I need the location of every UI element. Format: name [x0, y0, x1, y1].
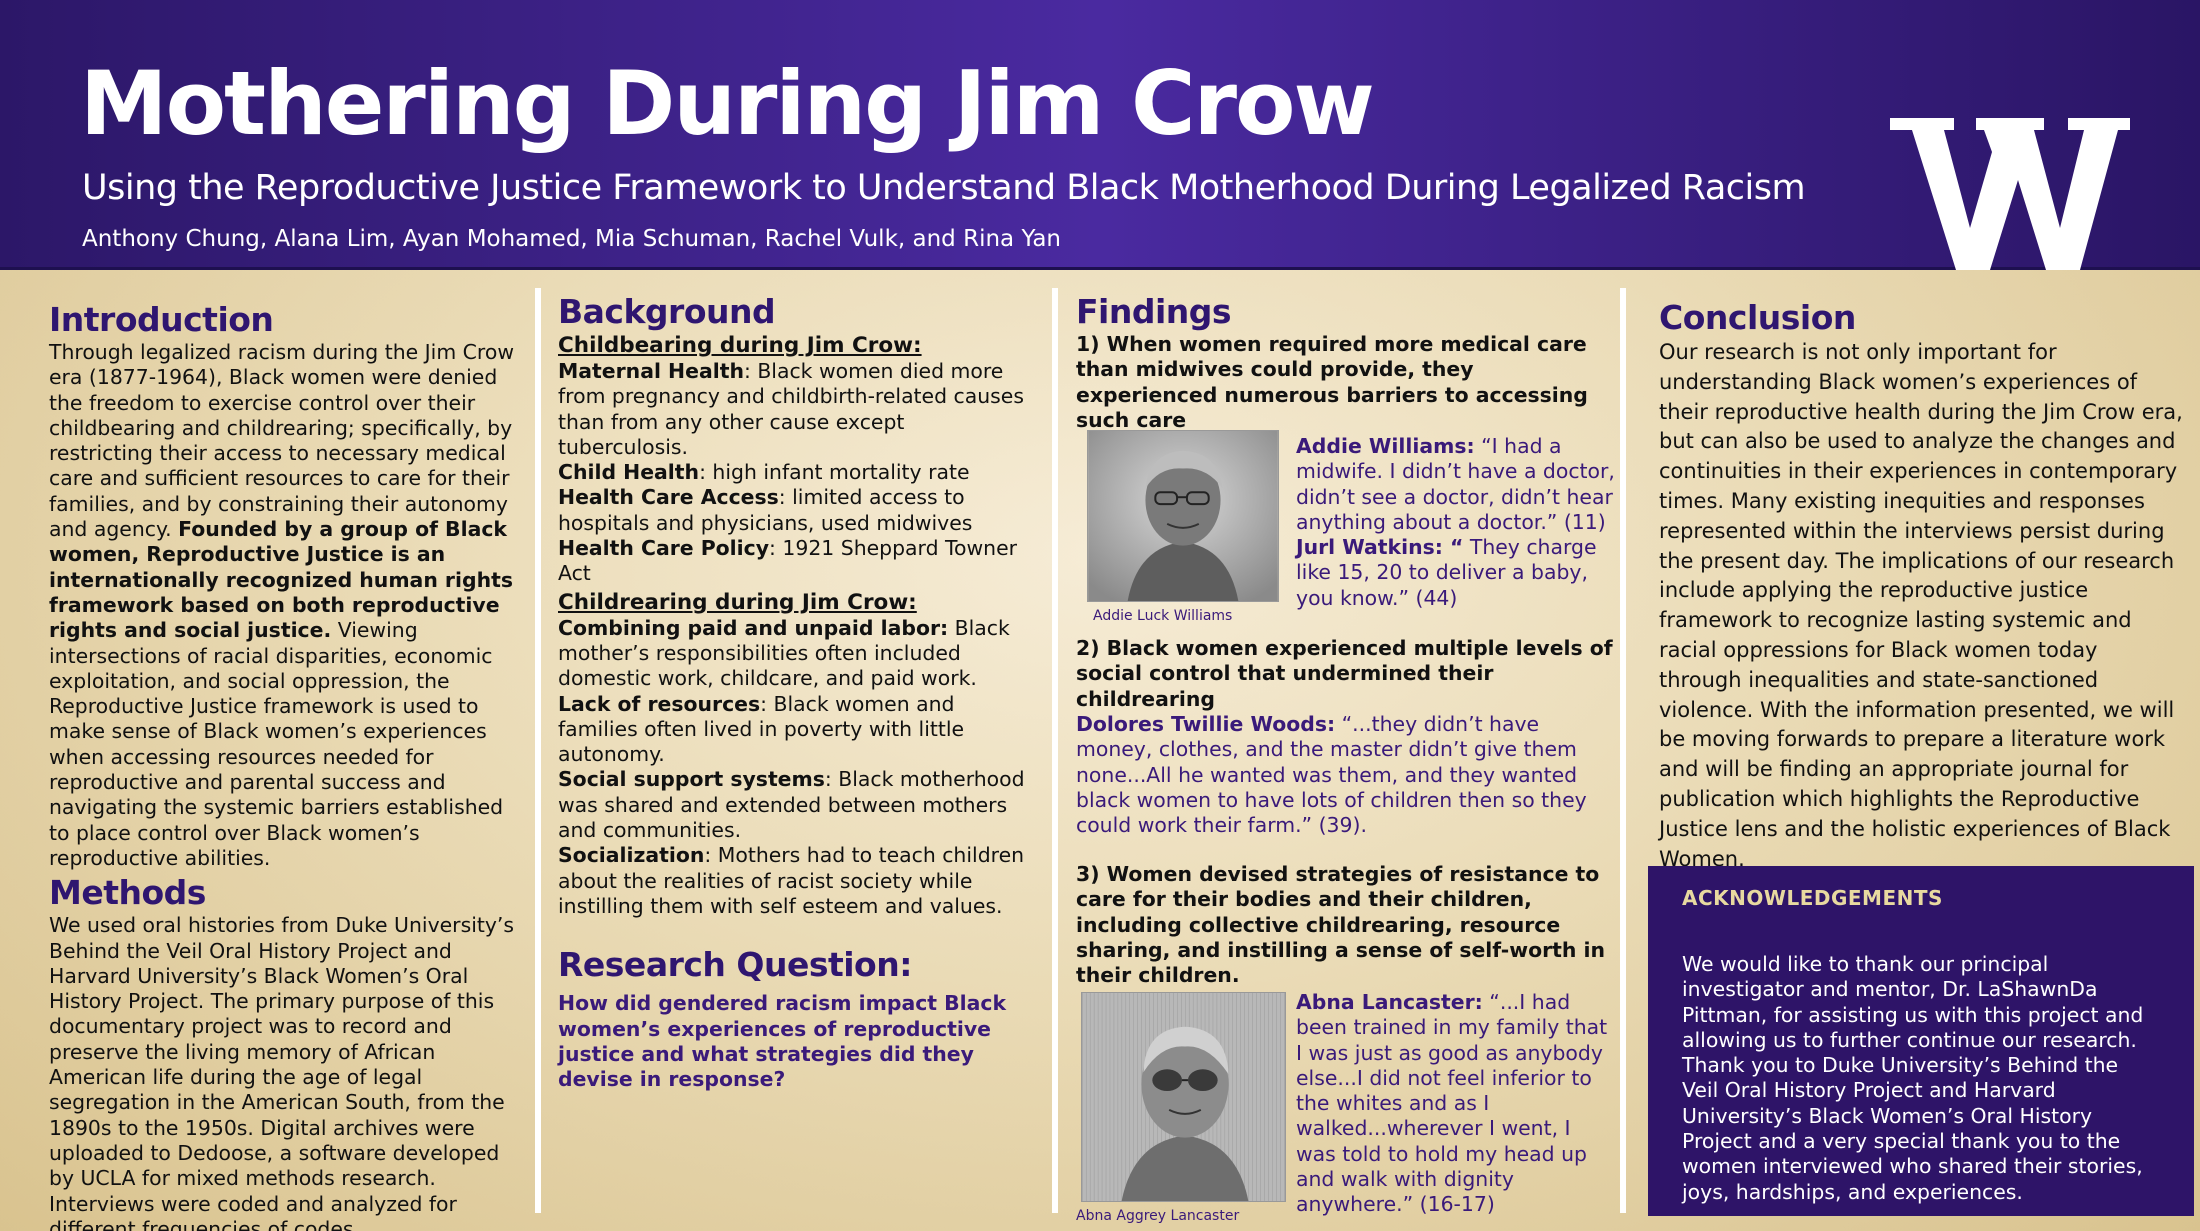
item-label: Social support systems [558, 767, 825, 792]
addie-williams-photo [1087, 430, 1279, 602]
methods-heading: Methods [49, 873, 206, 913]
quote-text: “...they didn’t have money, clothes, and… [1076, 712, 1587, 838]
conclusion-text: Our research is not only important for u… [1659, 340, 2183, 871]
introduction-text-2: Viewing intersections of racial disparit… [49, 618, 504, 870]
findings-section: Findings 1) When women required more med… [1076, 292, 1616, 1224]
item-label: Maternal Health [558, 359, 744, 383]
background-item: Health Care Access: limited access to ho… [558, 485, 1028, 536]
column-divider [1052, 288, 1058, 1213]
quote-abna: Abna Lancaster: “...I had been trained i… [1296, 990, 1616, 1218]
quote-speaker: Dolores Twillie Woods: [1076, 712, 1336, 736]
item-text: Black mother’s responsibilities often in… [558, 615, 1010, 691]
poster-header: Mothering During Jim Crow Using the Repr… [0, 0, 2200, 270]
item-label: Socialization [558, 843, 705, 868]
background-section: Background Childbearing during Jim Crow:… [558, 292, 1028, 1092]
introduction-text-bold: Founded by a group of Black women, Repro… [49, 517, 513, 643]
introduction-section: Introduction Through legalized racism du… [49, 300, 529, 1231]
quote-dolores: Dolores Twillie Woods: “...they didn’t h… [1076, 712, 1616, 838]
item-label: Health Care Access [558, 485, 779, 510]
finding-3: 3) Women devised strategies of resistanc… [1076, 862, 1606, 988]
item-label: Health Care Policy [558, 536, 770, 561]
research-question-text: How did gendered racism impact Black wom… [558, 991, 1007, 1092]
item-label: Child Health [558, 460, 700, 485]
research-question-heading: Research Question: [558, 945, 912, 985]
item-text: : Black women and families often lived i… [558, 691, 965, 767]
background-item: Socialization: Mothers had to teach chil… [558, 843, 1028, 919]
conclusion-section: Conclusion Our research is not only impo… [1659, 298, 2184, 874]
methods-text: We used oral histories from Duke Univers… [49, 913, 515, 1231]
item-text: : Black women died more from pregnancy a… [558, 359, 1024, 459]
photo-caption-abna: Abna Aggrey Lancaster [1076, 1208, 1240, 1224]
item-text: : Black motherhood was shared and extend… [558, 767, 1025, 843]
item-text: : limited access to hospitals and physic… [558, 485, 973, 535]
background-item: Maternal Health: Black women died more f… [558, 359, 1028, 460]
item-label: Lack of resources [558, 691, 761, 716]
item-text: : high infant mortality rate [699, 460, 970, 485]
item-label: Combining paid and unpaid labor: [558, 615, 949, 640]
background-item: Combining paid and unpaid labor: Black m… [558, 616, 1028, 692]
introduction-heading: Introduction [49, 300, 274, 339]
introduction-text-1: Through legalized racism during the Jim … [49, 340, 514, 542]
poster-subtitle: Using the Reproductive Justice Framework… [82, 168, 1806, 208]
background-item: Lack of resources: Black women and famil… [558, 692, 1028, 768]
background-heading: Background [558, 292, 776, 331]
abna-lancaster-photo [1081, 992, 1286, 1202]
quote-block-1: Addie Williams: “I had a midwife. I didn… [1296, 434, 1616, 611]
background-item: Health Care Policy: 1921 Sheppard Towner… [558, 536, 1028, 587]
finding-1: 1) When women required more medical care… [1076, 332, 1588, 432]
item-text: : Mothers had to teach children about th… [558, 843, 1025, 918]
acknowledgements-text: We would like to thank our principal inv… [1682, 952, 2144, 1204]
childrearing-subheading: Childrearing during Jim Crow: [558, 589, 917, 615]
quote-text: They charge like 15, 20 to deliver a bab… [1296, 535, 1597, 610]
quote-speaker: Addie Williams: [1296, 434, 1475, 458]
poster-authors: Anthony Chung, Alana Lim, Ayan Mohamed, … [82, 226, 1062, 252]
quote-text: “...I had been trained in my family that… [1296, 990, 1608, 1217]
acknowledgements-box: ACKNOWLEDGEMENTS We would like to thank … [1648, 866, 2194, 1216]
quote-speaker: Jurl Watkins: “ [1296, 535, 1464, 560]
photo-caption-addie: Addie Luck Williams [1093, 608, 1233, 624]
poster-title: Mothering During Jim Crow [80, 52, 1375, 155]
conclusion-heading: Conclusion [1659, 298, 1856, 337]
background-item: Child Health: high infant mortality rate [558, 460, 1028, 485]
finding-2: 2) Black women experienced multiple leve… [1076, 636, 1613, 711]
quote-text: “I had a midwife. I didn’t have a doctor… [1296, 434, 1615, 534]
uw-logo-icon [1890, 118, 2130, 270]
quote-jurl: Jurl Watkins: “ They charge like 15, 20 … [1296, 535, 1616, 611]
item-text: : 1921 Sheppard Towner Act [558, 536, 1017, 586]
background-item: Social support systems: Black motherhood… [558, 767, 1028, 843]
introduction-text: Through legalized racism during the Jim … [49, 340, 529, 871]
childbearing-subheading: Childbearing during Jim Crow: [558, 333, 922, 358]
column-divider [1620, 288, 1626, 1213]
acknowledgements-heading: ACKNOWLEDGEMENTS [1682, 886, 1943, 910]
findings-heading: Findings [1076, 292, 1232, 331]
column-divider [535, 288, 541, 1213]
quote-speaker: Abna Lancaster: [1296, 990, 1483, 1014]
quote-addie: Addie Williams: “I had a midwife. I didn… [1296, 434, 1616, 535]
